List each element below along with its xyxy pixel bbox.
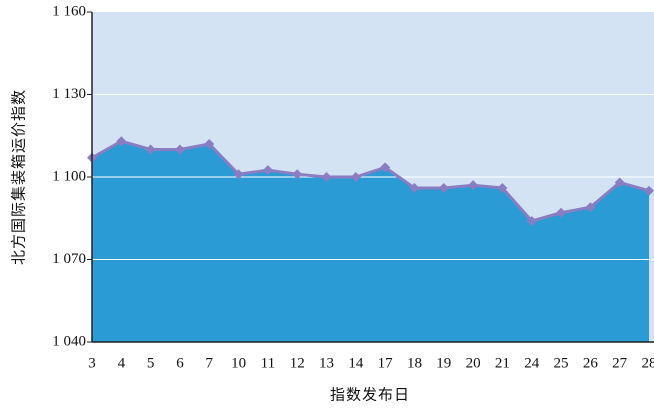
x-tick-label: 26 xyxy=(583,355,599,371)
x-tick-label: 27 xyxy=(612,355,628,371)
x-tick-label: 4 xyxy=(118,355,126,371)
marker xyxy=(526,216,537,226)
x-tick-label: 3 xyxy=(88,355,96,371)
marker xyxy=(614,177,625,188)
x-tick-label: 7 xyxy=(206,355,214,371)
area xyxy=(92,141,649,342)
x-tick-label: 19 xyxy=(436,355,451,371)
x-tick-label: 13 xyxy=(319,355,334,371)
y-tick-label: 1 070 xyxy=(52,251,86,267)
y-axis-title: 北方国际集装箱运价指数 xyxy=(10,89,27,265)
x-tick-label: 14 xyxy=(348,355,364,371)
x-tick-label: 21 xyxy=(495,355,510,371)
marker xyxy=(350,172,361,182)
marker xyxy=(585,202,596,213)
marker xyxy=(292,169,303,180)
marker xyxy=(438,183,449,193)
x-tick-label: 25 xyxy=(554,355,569,371)
marker xyxy=(233,169,244,180)
marker xyxy=(262,165,273,176)
x-tick-label: 5 xyxy=(147,355,155,371)
y-tick-label: 1 040 xyxy=(52,333,86,349)
x-tick-label: 18 xyxy=(407,355,422,371)
marker xyxy=(174,144,185,155)
x-axis-title: 指数发布日 xyxy=(330,386,410,403)
marker xyxy=(321,172,332,182)
x-tick-label: 10 xyxy=(231,355,246,371)
line xyxy=(91,139,650,223)
marker xyxy=(204,139,215,149)
marker xyxy=(409,183,420,193)
x-tick-label: 24 xyxy=(524,355,540,371)
x-tick-label: 12 xyxy=(290,355,305,371)
x-tick-label: 20 xyxy=(466,355,481,371)
x-tick-label: 11 xyxy=(261,355,275,371)
marker xyxy=(380,162,391,173)
x-tick-label: 28 xyxy=(642,355,654,371)
x-tick-label: 17 xyxy=(378,355,394,371)
y-tick-label: 1 160 xyxy=(52,3,86,19)
marker xyxy=(497,183,508,193)
marker xyxy=(145,144,156,155)
marker xyxy=(556,207,567,218)
marker xyxy=(468,180,479,191)
marker xyxy=(644,185,654,196)
y-tick-label: 1 100 xyxy=(52,168,86,184)
y-tick-label: 1 130 xyxy=(52,86,86,102)
x-tick-label: 6 xyxy=(176,355,184,371)
marker xyxy=(116,136,127,147)
